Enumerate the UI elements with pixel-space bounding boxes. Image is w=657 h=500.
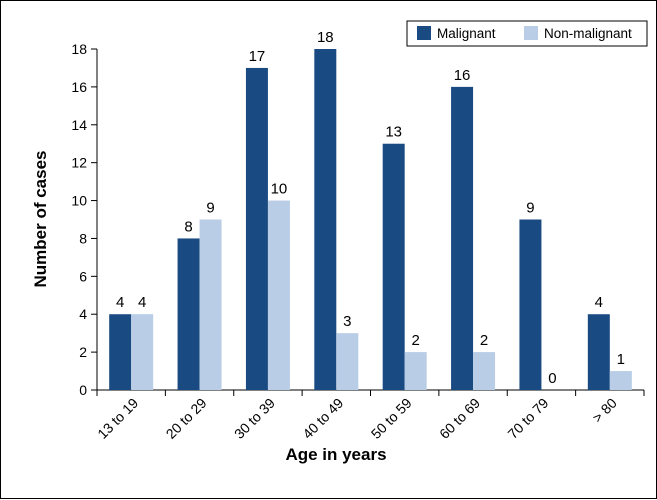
x-tick-label: 40 to 49	[299, 395, 346, 442]
y-tick-label: 2	[79, 344, 87, 360]
legend-swatch-non-malignant	[524, 26, 538, 40]
data-label-malignant: 18	[317, 29, 334, 46]
data-label-malignant: 4	[116, 294, 124, 311]
legend-label-non-malignant: Non-malignant	[544, 26, 632, 41]
bar-malignant	[177, 238, 200, 390]
bar-malignant	[382, 143, 405, 390]
bar-malignant	[451, 86, 474, 390]
bar-malignant	[109, 314, 132, 390]
x-axis: 13 to 19 20 to 29 30 to 39 40 to 49 50 to 59…	[94, 389, 645, 442]
x-axis-title: Age in years	[285, 445, 386, 464]
data-label-non-malignant: 2	[480, 332, 488, 349]
bar-malignant	[587, 314, 610, 390]
data-label-non-malignant: 4	[138, 294, 146, 311]
x-tick-label: > 80	[589, 395, 620, 426]
bars	[109, 49, 632, 390]
data-label-non-malignant: 2	[412, 332, 420, 349]
data-label-malignant: 9	[526, 200, 534, 217]
x-tick-label: 13 to 19	[94, 395, 141, 442]
bar-non-malignant	[267, 200, 290, 390]
bar-malignant	[314, 49, 337, 390]
data-label-malignant: 8	[184, 218, 192, 235]
y-tick-label: 4	[79, 306, 87, 322]
legend: Malignant Non-malignant	[406, 20, 648, 47]
y-tick-label: 6	[79, 268, 87, 284]
legend-swatch-malignant	[417, 26, 431, 40]
x-tick-label: 30 to 39	[231, 395, 278, 442]
bar-non-malignant	[199, 219, 222, 390]
bar-malignant	[519, 219, 542, 390]
y-tick-label: 10	[71, 193, 87, 209]
y-tick-label: 14	[71, 117, 87, 133]
data-label-malignant: 4	[595, 294, 603, 311]
data-label-non-malignant: 0	[548, 370, 556, 387]
legend-label-malignant: Malignant	[437, 26, 496, 41]
data-label-malignant: 17	[249, 48, 266, 65]
data-label-malignant: 16	[454, 67, 471, 84]
data-label-non-malignant: 1	[617, 351, 625, 368]
data-label-malignant: 13	[385, 124, 402, 141]
data-label-non-malignant: 9	[206, 200, 214, 217]
y-axis: 0 2 4 6 8 10 12 14 16 18	[71, 41, 98, 398]
x-tick-label: 60 to 69	[436, 395, 483, 442]
y-tick-label: 16	[71, 79, 87, 95]
y-tick-label: 0	[79, 382, 87, 398]
y-tick-label: 18	[71, 41, 87, 57]
bar-malignant	[245, 67, 268, 390]
x-tick-label: 70 to 79	[504, 395, 551, 442]
bar-non-malignant	[131, 314, 154, 390]
x-tick-label: 20 to 29	[163, 395, 210, 442]
bar-non-malignant	[609, 371, 632, 390]
bar-non-malignant	[404, 352, 427, 390]
y-axis-title: Number of cases	[31, 151, 50, 288]
y-tick-label: 12	[71, 155, 87, 171]
y-tick-label: 8	[79, 230, 87, 246]
data-label-non-malignant: 10	[271, 181, 288, 198]
data-label-non-malignant: 3	[343, 313, 351, 330]
x-tick-label: 50 to 59	[368, 395, 415, 442]
bar-non-malignant	[336, 333, 359, 390]
bar-non-malignant	[473, 352, 496, 390]
